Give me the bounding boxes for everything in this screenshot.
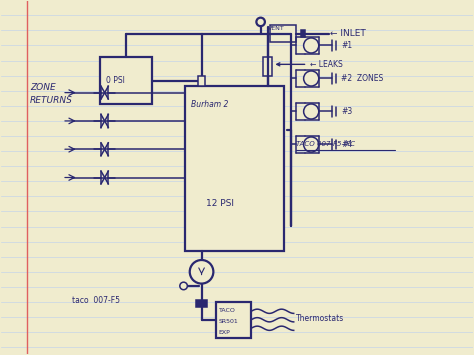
Text: EXP: EXP — [219, 330, 230, 335]
Text: Thermostats: Thermostats — [296, 314, 344, 323]
Circle shape — [180, 282, 187, 290]
Bar — [301, 30, 305, 38]
Text: SR501: SR501 — [219, 319, 238, 324]
Circle shape — [256, 18, 265, 26]
Circle shape — [190, 260, 213, 284]
Bar — [100, 57, 152, 104]
Circle shape — [304, 71, 319, 86]
Circle shape — [304, 38, 319, 53]
Text: #4: #4 — [341, 140, 352, 149]
Text: #2  ZONES: #2 ZONES — [341, 74, 383, 83]
Bar — [198, 76, 205, 86]
Text: 0 PSI: 0 PSI — [106, 76, 125, 85]
Text: ← LEAKS: ← LEAKS — [277, 60, 343, 69]
Text: TACO 007-F5-IFC: TACO 007-F5-IFC — [296, 142, 355, 147]
Text: VENT: VENT — [268, 26, 284, 31]
Text: TACO: TACO — [219, 308, 236, 313]
Text: #1: #1 — [341, 41, 352, 50]
Bar — [270, 25, 296, 42]
Text: ZONE: ZONE — [30, 83, 56, 92]
Bar — [263, 57, 273, 76]
Bar — [216, 302, 251, 338]
Text: 12 PSI: 12 PSI — [206, 199, 234, 208]
Circle shape — [304, 137, 319, 152]
Text: ← INLET: ← INLET — [330, 29, 366, 38]
Text: taco  007-F5: taco 007-F5 — [72, 296, 119, 305]
Text: #3: #3 — [341, 107, 352, 116]
Text: RETURNS: RETURNS — [30, 96, 73, 105]
Bar — [196, 300, 207, 307]
Circle shape — [304, 104, 319, 119]
Bar — [185, 86, 284, 251]
Text: Burham 2: Burham 2 — [191, 100, 228, 109]
